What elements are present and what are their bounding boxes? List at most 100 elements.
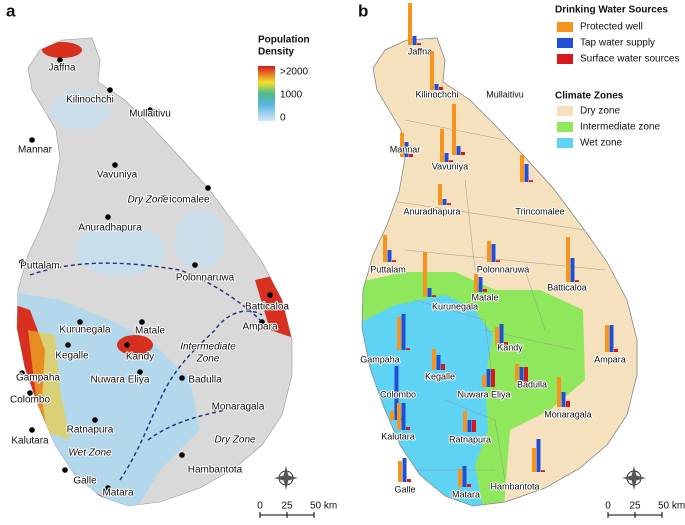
bar [452, 104, 456, 155]
bar [495, 327, 499, 345]
bar [449, 160, 453, 162]
city-label: Nuwara Eliya [91, 375, 150, 386]
bar [438, 184, 442, 205]
legend-tick-label: >2000 [280, 67, 309, 78]
legend-tick-label: 1000 [280, 90, 303, 101]
city-dot [107, 87, 113, 93]
city-dot [92, 417, 98, 423]
bar [614, 349, 618, 352]
bar [458, 469, 462, 487]
city-dot [19, 370, 25, 376]
bar [462, 466, 467, 487]
bar [398, 461, 402, 482]
bar [383, 235, 387, 262]
city-label: Hambantota [188, 465, 243, 476]
city-label: Matale [135, 326, 165, 337]
district-label: Trincomalee [515, 206, 564, 216]
legend-swatch [557, 138, 573, 148]
city-label: Ratnapura [67, 425, 114, 436]
bar [434, 84, 439, 90]
bar [401, 314, 406, 350]
bar [387, 250, 392, 262]
bar [456, 146, 461, 155]
bar [524, 367, 528, 382]
district-label: Kandy [497, 342, 523, 352]
city-label: Gampaha [16, 373, 60, 384]
bar [524, 164, 529, 182]
district-label: Colombo [380, 389, 416, 399]
district-label: Ampara [594, 354, 626, 364]
city-dot [192, 262, 198, 268]
bar [430, 51, 434, 90]
scale-label: 25 [281, 501, 293, 512]
legend-label: Tap water supply [580, 38, 655, 49]
bar [575, 280, 579, 282]
city-label: Matara [102, 488, 134, 499]
compass [622, 466, 646, 490]
legend-label: Surface water sources [580, 54, 680, 65]
legend-tick-label: 0 [280, 113, 286, 124]
scale-label: 50 km [310, 501, 337, 512]
city-dot [19, 259, 25, 265]
bar [532, 448, 536, 472]
zone-label: Zone [196, 354, 220, 365]
legend-swatch [557, 22, 573, 32]
bar [406, 427, 410, 430]
city-label: Kalutara [11, 436, 49, 447]
legend-swatch [557, 106, 573, 116]
bar [436, 355, 441, 370]
bar [520, 155, 524, 182]
bar [561, 392, 566, 407]
scale-label: 0 [257, 501, 263, 512]
district-label: Batticaloa [547, 282, 587, 292]
city-dot [124, 342, 130, 348]
legend-label: Intermediate zone [580, 122, 660, 133]
bar [463, 411, 467, 432]
legend-label: Protected well [580, 22, 643, 33]
bar [483, 289, 487, 292]
city-dot [137, 369, 143, 375]
city-label: Galle [73, 476, 97, 487]
bar [439, 87, 443, 90]
city-label: Kegalle [55, 351, 89, 362]
bar [504, 342, 508, 345]
district-label: Kilinochchi [415, 89, 458, 99]
bar [609, 325, 614, 352]
bar [447, 203, 451, 205]
bar [401, 403, 406, 430]
district-label: Matara [452, 489, 480, 499]
panel-label: b [358, 1, 368, 20]
city-dot [29, 137, 35, 143]
bar [499, 324, 504, 345]
legend-title: Density [258, 47, 295, 58]
district-label: Matale [471, 292, 498, 302]
city-dot [77, 319, 83, 325]
bar [412, 36, 417, 45]
panel-label: a [6, 1, 16, 20]
district-label: Kurunegala [432, 301, 478, 311]
city-label: Kilinochchi [66, 95, 114, 106]
district-label: Kalutara [381, 431, 415, 441]
district-label: Gampaha [360, 354, 400, 364]
bar [432, 295, 436, 297]
city-dot [179, 375, 185, 381]
legend-swatch [557, 122, 573, 132]
legend-label: Wet zone [580, 138, 622, 149]
district-label: Polonnaruwa [477, 264, 530, 274]
bar [474, 274, 478, 292]
bar [519, 367, 524, 382]
city-label: Colombo [10, 395, 50, 406]
scale-label: 25 [629, 501, 641, 512]
district-label: Vavuniya [432, 161, 468, 171]
bar [529, 180, 533, 182]
scale-label: 0 [605, 501, 611, 512]
zone-label: Dry Zone [214, 435, 256, 446]
city-label: Anuradhapura [78, 223, 142, 234]
bar [423, 252, 427, 297]
bar [566, 401, 570, 407]
city-dot [259, 319, 265, 325]
bar [536, 439, 541, 472]
city-label: Mannar [18, 145, 53, 156]
city-dot [267, 292, 273, 298]
